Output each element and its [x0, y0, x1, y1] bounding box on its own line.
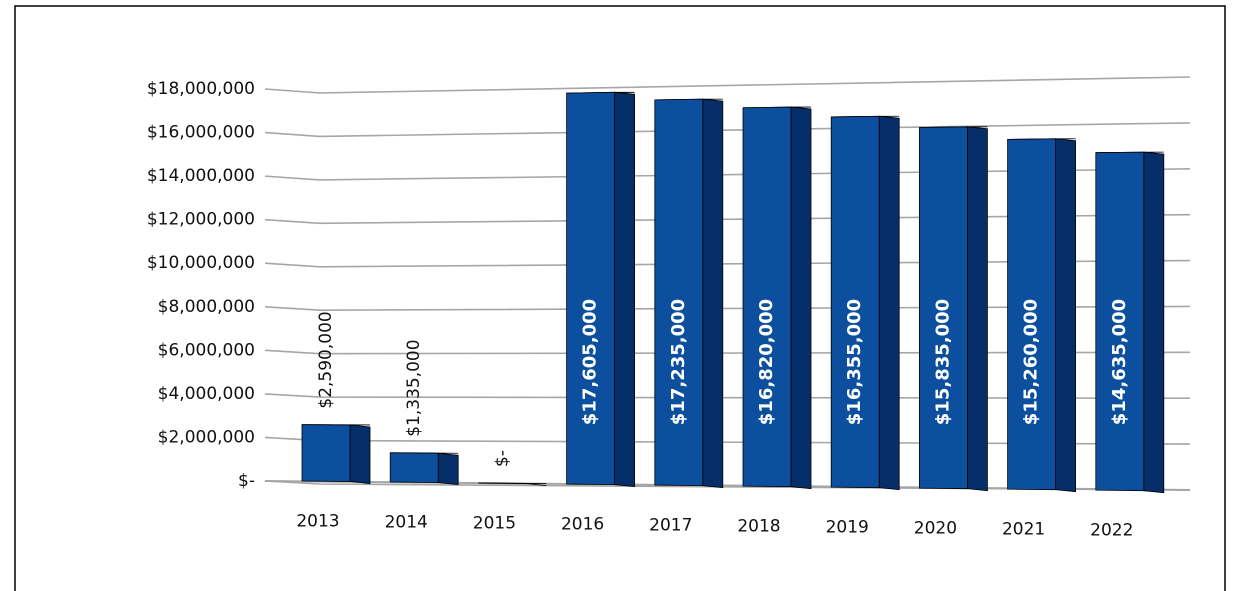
bar: [1095, 151, 1165, 494]
bar-front: [478, 482, 527, 485]
grid-line: [264, 349, 1191, 355]
y-tick-label: $-: [238, 471, 255, 491]
grid-line: [264, 76, 1191, 94]
bar: [1007, 138, 1076, 493]
x-tick-label: 2016: [561, 514, 604, 534]
bar-side: [790, 106, 812, 490]
data-label: $15,260,000: [1021, 299, 1042, 425]
data-label: $16,355,000: [844, 299, 865, 425]
bar-front: [830, 115, 880, 489]
bar: [478, 482, 547, 487]
bar: [566, 91, 635, 488]
x-tick-label: 2020: [914, 518, 957, 538]
grid-line: [264, 213, 1191, 225]
y-tick-label: $6,000,000: [158, 340, 255, 360]
bar-side: [1143, 151, 1165, 494]
bar-front: [919, 126, 968, 490]
grid-line: [264, 167, 1191, 181]
bar-side: [1055, 138, 1076, 493]
bar-front: [389, 452, 439, 483]
y-tick-label: $10,000,000: [147, 253, 255, 273]
data-label: $17,605,000: [580, 299, 601, 425]
bar: [742, 106, 812, 490]
bar: [301, 424, 371, 485]
grid-line: [264, 393, 1191, 400]
bar-side: [878, 115, 900, 491]
bar-front: [301, 424, 351, 482]
bar-front: [654, 98, 704, 487]
x-tick-label: 2019: [826, 517, 869, 537]
bar-front: [1095, 151, 1145, 492]
y-tick-label: $14,000,000: [147, 166, 255, 186]
frame: [14, 5, 1226, 591]
grid-line: [264, 305, 1191, 312]
y-tick-label: $12,000,000: [147, 210, 255, 230]
x-tick-label: 2021: [1002, 519, 1045, 539]
y-tick-label: $2,000,000: [158, 427, 255, 447]
bar-side: [967, 126, 988, 492]
data-label: $17,235,000: [668, 299, 689, 425]
y-tick-label: $8,000,000: [158, 297, 255, 317]
bar: [654, 98, 724, 489]
grid-line: [264, 259, 1191, 268]
bar-front: [742, 106, 792, 488]
bar-side: [614, 91, 635, 488]
y-tick-label: $18,000,000: [147, 79, 255, 99]
x-tick-label: 2022: [1090, 520, 1133, 540]
y-tick-label: $16,000,000: [147, 123, 255, 143]
x-tick-label: 2015: [473, 513, 516, 533]
bar: [919, 126, 988, 492]
data-label: $2,590,000: [316, 311, 336, 408]
y-tick-label: $4,000,000: [158, 384, 255, 404]
bar-side: [437, 452, 459, 486]
data-label: $1,335,000: [404, 339, 424, 436]
bar-side: [349, 424, 371, 485]
data-label: $15,835,000: [932, 299, 953, 425]
data-label: $16,820,000: [756, 299, 777, 425]
x-tick-label: 2018: [737, 516, 780, 536]
bar-front: [566, 91, 615, 486]
bar: [830, 115, 900, 491]
bar-side: [702, 98, 724, 489]
data-label: $-: [492, 450, 512, 467]
data-label: $14,635,000: [1109, 299, 1130, 425]
bar-side: [526, 483, 547, 487]
x-tick-label: 2013: [296, 511, 339, 531]
bar-front: [1007, 138, 1056, 491]
grid-line: [264, 122, 1191, 138]
x-tick-label: 2017: [649, 515, 692, 535]
x-tick-label: 2014: [385, 512, 428, 532]
bar: [389, 452, 459, 486]
